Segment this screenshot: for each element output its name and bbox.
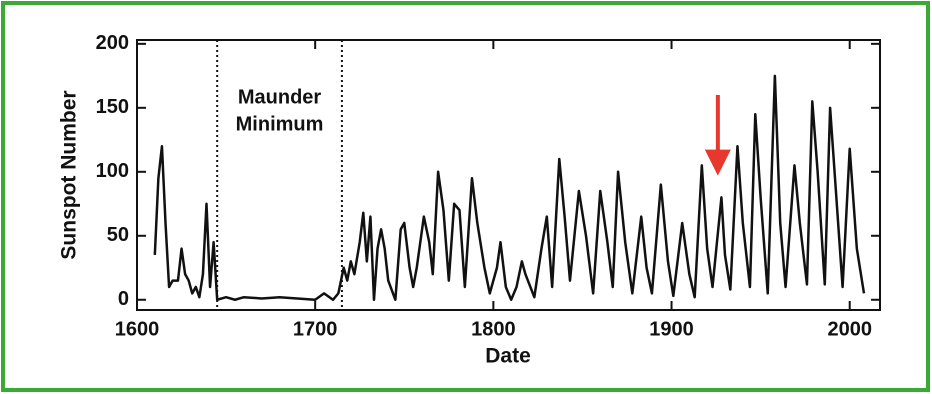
sunspot-line: [153, 74, 866, 302]
annotation: Minimum: [236, 113, 324, 135]
x-tick-label: 1700: [293, 318, 338, 340]
y-tick-label: 200: [96, 32, 129, 54]
annotation: Maunder: [238, 86, 322, 108]
arrow-head: [704, 149, 731, 176]
x-tick-label: 1900: [649, 318, 694, 340]
y-tick-label: 150: [96, 96, 129, 118]
y-axis-label: Sunspot Number: [58, 90, 81, 259]
y-tick-label: 0: [118, 288, 129, 310]
plot-layer: 0 50 100 150 200 1600 1700 1800 1900 2000 Maunder M…: [96, 32, 880, 340]
x-tick-label: 2000: [827, 318, 872, 340]
x-tick-label: 1800: [471, 318, 516, 340]
x-tick-label: 1600: [115, 318, 160, 340]
y-tick-label: 50: [107, 224, 129, 246]
plot-area: [136, 39, 881, 311]
y-tick-label: 100: [96, 160, 129, 182]
x-axis-label: Date: [485, 345, 531, 368]
